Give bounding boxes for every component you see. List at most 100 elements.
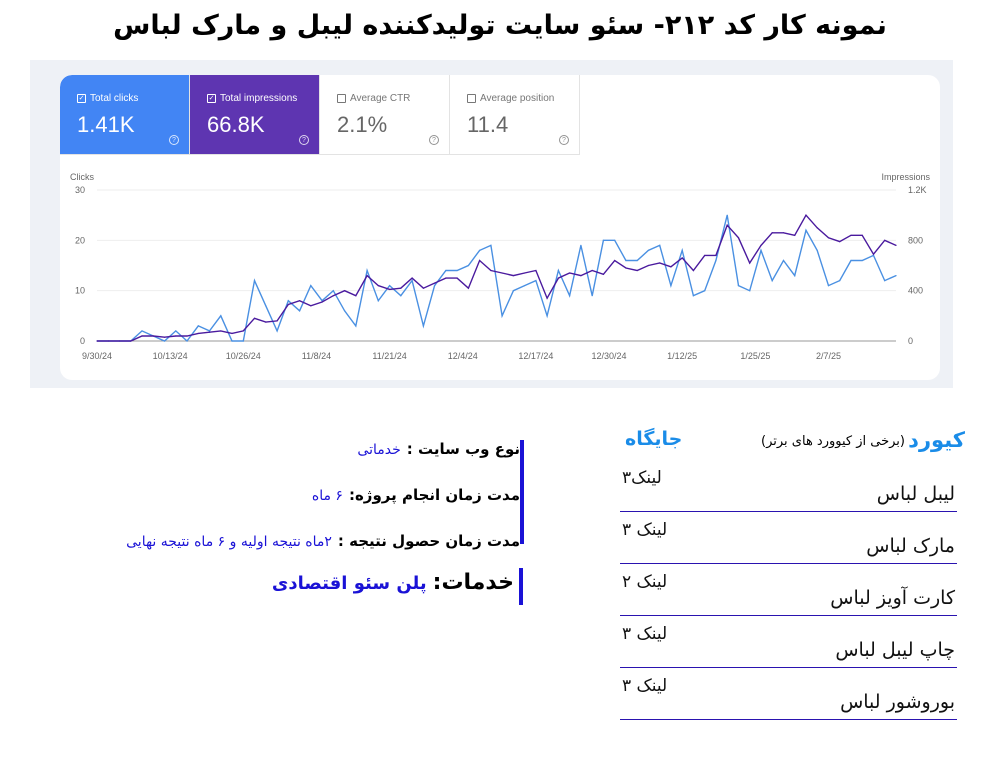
search-console-panel: ✓ Total clicks 1.41K ? ✓ Total impressions… <box>30 60 953 388</box>
data-point <box>242 340 244 342</box>
data-point <box>771 232 773 234</box>
data-point <box>636 269 638 272</box>
keyword-position: لینک ۳ <box>622 624 668 644</box>
keyword-column-header: کیورد <box>908 428 965 452</box>
site-type-label: نوع وب سایت : <box>406 440 520 458</box>
data-point <box>659 244 661 246</box>
data-point <box>884 280 886 282</box>
data-point <box>253 317 256 319</box>
site-type-row: نوع وب سایت : خدماتی <box>126 438 520 484</box>
help-icon[interactable]: ? <box>169 135 179 145</box>
keyword: کارت آویز لباس <box>830 587 955 609</box>
keyword-position: لینک ۳ <box>622 676 668 696</box>
data-point <box>771 280 773 282</box>
data-point <box>400 287 402 289</box>
data-point <box>242 330 244 332</box>
data-point <box>557 269 559 272</box>
data-point <box>546 315 548 317</box>
data-point <box>501 272 503 274</box>
data-point <box>737 285 740 287</box>
keyword: چاپ لیبل لباس <box>835 639 955 661</box>
data-point <box>388 285 391 287</box>
services-value: پلن سئو اقتصادی <box>271 573 427 594</box>
data-point <box>647 249 650 251</box>
right-tick-label: 800 <box>908 235 923 245</box>
data-point <box>805 229 807 231</box>
metric-value: 2.1% <box>337 112 388 137</box>
metric-total-clicks[interactable]: ✓ Total clicks 1.41K ? <box>60 75 190 155</box>
data-point <box>636 259 638 262</box>
data-point <box>411 277 413 279</box>
keyword: بوروشور لباس <box>840 691 955 713</box>
data-point <box>422 287 424 289</box>
checkbox-checked-icon[interactable]: ✓ <box>77 94 86 103</box>
data-point <box>186 340 188 342</box>
keyword-row: کارت آویز لباس لینک ۲ <box>620 564 957 616</box>
keyword-row: چاپ لیبل لباس لینک ۳ <box>620 616 957 668</box>
checkbox-unchecked-icon[interactable] <box>467 94 476 103</box>
data-point <box>827 285 830 287</box>
data-point <box>749 290 751 292</box>
data-point <box>861 259 863 262</box>
data-point <box>569 295 571 297</box>
x-tick-label: 9/30/24 <box>82 351 112 361</box>
data-point <box>569 272 571 274</box>
data-point <box>602 239 605 241</box>
data-point <box>816 227 818 229</box>
data-point <box>377 285 379 287</box>
data-point <box>501 315 503 317</box>
data-point <box>760 244 762 246</box>
data-point <box>647 264 650 267</box>
data-point <box>445 269 447 272</box>
data-point <box>332 290 334 292</box>
metric-label: Total impressions <box>220 93 298 104</box>
keyword-position: لینک ۳ <box>622 520 668 540</box>
duration-value: ۶ ماه <box>311 488 343 504</box>
right-tick-label: 1.2K <box>908 185 927 195</box>
left-tick-label: 0 <box>80 336 85 346</box>
data-point <box>861 234 863 236</box>
data-point <box>186 335 188 337</box>
data-point <box>557 277 559 279</box>
data-point <box>726 214 728 216</box>
metric-total-impressions[interactable]: ✓ Total impressions 66.8K ? <box>190 75 320 155</box>
data-point <box>107 340 109 342</box>
data-point <box>524 285 526 287</box>
data-point <box>670 285 672 287</box>
data-point <box>692 295 695 297</box>
data-point <box>839 280 841 282</box>
metric-average-position[interactable]: Average position 11.4 ? <box>450 75 580 155</box>
right-axis-title: Impressions <box>881 172 930 182</box>
performance-chart: 0 0 10 400 20 800 30 1.2K Clicks Impressions 9/30/… <box>70 172 931 361</box>
x-tick-label: 10/26/24 <box>226 351 261 361</box>
keywords-header: کیورد (برخی از کیوورد های برتر) جایگاه <box>620 428 965 458</box>
data-point <box>96 340 98 342</box>
x-tick-label: 11/21/24 <box>372 351 406 361</box>
data-point <box>175 330 177 332</box>
help-icon[interactable]: ? <box>559 135 569 145</box>
result-value: ۲ماه نتیجه اولیه و ۶ ماه نتیجه نهایی <box>126 534 332 550</box>
keyword-position: لینک ۲ <box>622 572 668 592</box>
keyword-row: لیبل لباس لینک۳ <box>620 460 957 512</box>
metric-value: 1.41K <box>77 112 135 137</box>
data-point <box>310 305 312 307</box>
data-point <box>805 214 807 216</box>
left-axis-title: Clicks <box>70 172 94 182</box>
data-point <box>265 321 267 323</box>
data-point <box>220 315 222 317</box>
data-point <box>287 300 289 302</box>
data-point <box>490 244 492 246</box>
data-point <box>816 249 818 251</box>
help-icon[interactable]: ? <box>429 135 439 145</box>
data-point <box>681 249 683 251</box>
data-point <box>715 254 717 257</box>
metric-average-ctr[interactable]: Average CTR 2.1% ? <box>320 75 450 155</box>
data-point <box>850 234 852 236</box>
help-icon[interactable]: ? <box>299 135 309 145</box>
data-point <box>737 237 740 239</box>
data-point <box>130 340 132 342</box>
checkbox-checked-icon[interactable]: ✓ <box>207 94 216 103</box>
checkbox-unchecked-icon[interactable] <box>337 94 346 103</box>
data-point <box>782 232 785 234</box>
data-point <box>253 280 256 282</box>
